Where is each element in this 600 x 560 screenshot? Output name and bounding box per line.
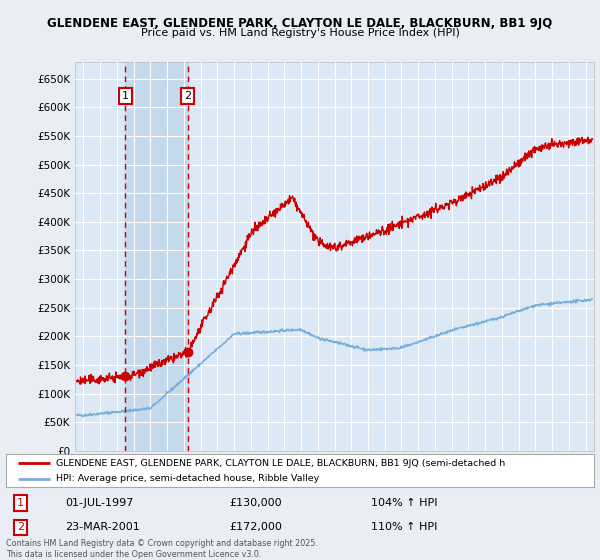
Text: HPI: Average price, semi-detached house, Ribble Valley: HPI: Average price, semi-detached house,… <box>56 474 319 483</box>
Text: 1: 1 <box>17 498 24 508</box>
Text: GLENDENE EAST, GLENDENE PARK, CLAYTON LE DALE, BLACKBURN, BB1 9JQ (semi-detached: GLENDENE EAST, GLENDENE PARK, CLAYTON LE… <box>56 459 505 468</box>
Text: £130,000: £130,000 <box>229 498 282 508</box>
Text: 01-JUL-1997: 01-JUL-1997 <box>65 498 133 508</box>
Text: 23-MAR-2001: 23-MAR-2001 <box>65 522 140 533</box>
Text: Price paid vs. HM Land Registry's House Price Index (HPI): Price paid vs. HM Land Registry's House … <box>140 28 460 38</box>
Text: 1: 1 <box>122 91 129 101</box>
Text: 2: 2 <box>184 91 191 101</box>
Text: GLENDENE EAST, GLENDENE PARK, CLAYTON LE DALE, BLACKBURN, BB1 9JQ: GLENDENE EAST, GLENDENE PARK, CLAYTON LE… <box>47 17 553 30</box>
Text: 104% ↑ HPI: 104% ↑ HPI <box>371 498 437 508</box>
Text: £172,000: £172,000 <box>229 522 283 533</box>
Text: 110% ↑ HPI: 110% ↑ HPI <box>371 522 437 533</box>
Bar <box>125 62 188 451</box>
Text: 2: 2 <box>17 522 24 533</box>
Text: Contains HM Land Registry data © Crown copyright and database right 2025.
This d: Contains HM Land Registry data © Crown c… <box>6 539 318 559</box>
